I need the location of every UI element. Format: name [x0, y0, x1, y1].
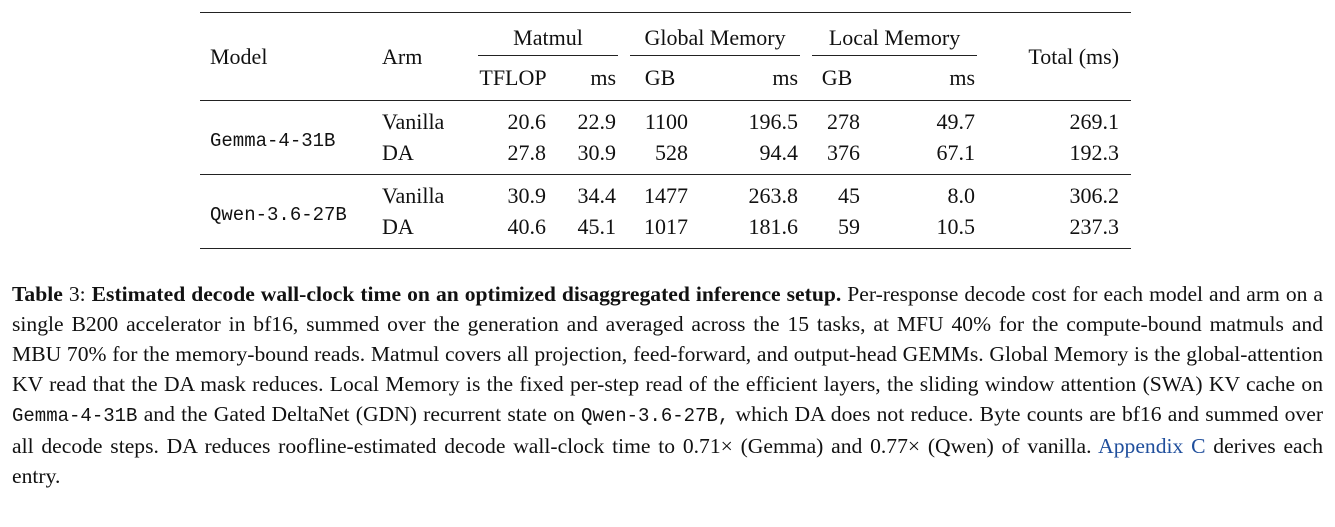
arm: DA — [382, 139, 414, 165]
cell-value: 27.8 — [507, 139, 547, 165]
model-name: Qwen-3.6-27B — [210, 203, 347, 226]
cell-value: 306.2 — [1069, 183, 1120, 209]
cell-value: 30.9 — [577, 139, 617, 165]
cell-value: 263.8 — [748, 183, 799, 209]
cell-value: 94.4 — [759, 139, 799, 165]
model-name: Qwen-3.6-27B, — [581, 405, 730, 427]
cell-value: 1477 — [644, 183, 689, 209]
cell-value: 20.6 — [507, 109, 547, 135]
caption-number: 3: — [68, 282, 86, 306]
group-header: Global Memory — [630, 25, 801, 56]
caption-title: Estimated decode wall-clock time on an o… — [91, 282, 842, 306]
group-header: Matmul — [478, 25, 619, 56]
cell-value: 278 — [827, 109, 861, 135]
cell-value: 22.9 — [577, 109, 617, 135]
table-row: Gemma-4-31B Vanilla 20.6 22.9 1100 196.5 278 49… — [200, 101, 1131, 151]
cell-value: 30.9 — [507, 183, 547, 209]
table-row: DA 40.6 45.1 1017 181.6 59 10.5 237.3 — [200, 212, 1131, 249]
sub-header: ms — [590, 65, 617, 90]
cell-value: 237.3 — [1069, 213, 1120, 239]
cell-value: 196.5 — [748, 109, 799, 135]
caption-text: which DA does not reduce. Byte counts ar… — [12, 402, 1324, 458]
group-header-cell: Matmul — [472, 13, 624, 56]
cell-value: 1100 — [644, 109, 689, 135]
cell-value: 59 — [838, 213, 861, 239]
cell-value: 49.7 — [936, 109, 976, 135]
cell-value: 269.1 — [1069, 109, 1120, 135]
arm: DA — [382, 213, 414, 239]
column-header: Model — [210, 43, 268, 69]
sub-header: GB — [821, 65, 853, 90]
column-header: Arm — [382, 43, 423, 69]
results-table: Model Arm Matmul Global Memory Local Memory T… — [200, 12, 1132, 249]
cell-value: 45.1 — [577, 213, 617, 239]
sub-header: GB — [644, 65, 676, 90]
sub-header: ms — [772, 65, 799, 90]
cell-value: 67.1 — [936, 139, 976, 165]
caption-text: Per-response decode cost for each model … — [12, 282, 1324, 396]
cell-value: 8.0 — [947, 183, 976, 209]
cell-value: 34.4 — [577, 183, 617, 209]
cell-value: 45 — [838, 183, 861, 209]
sub-header: TFLOP — [479, 65, 547, 90]
group-header-cell: Global Memory — [624, 13, 806, 56]
cell-value: 181.6 — [748, 213, 799, 239]
caption: Table 3: Estimated decode wall-clock tim… — [12, 279, 1323, 491]
column-header: Total (ms) — [1028, 43, 1120, 69]
sub-header: ms — [949, 65, 976, 90]
appendix-link[interactable]: Appendix C — [1098, 434, 1206, 458]
table-row: Qwen-3.6-27B Vanilla 30.9 34.4 1477 263.8 45 8.… — [200, 175, 1131, 225]
cell-value: 376 — [827, 139, 861, 165]
caption-text: derives each entry. — [12, 434, 1323, 488]
arm: Vanilla — [382, 183, 445, 209]
header-row: Model Arm Matmul Global Memory Local Memory T… — [200, 13, 1131, 69]
cell-value: 1017 — [644, 213, 689, 239]
group-header-cell: Local Memory — [806, 13, 983, 56]
header-row: TFLOP ms GB ms GB ms — [200, 56, 1132, 101]
cell-value: 528 — [655, 139, 689, 165]
cell-value: 192.3 — [1069, 139, 1120, 165]
table-row: DA 27.8 30.9 528 94.4 376 67.1 192.3 — [200, 138, 1132, 175]
caption-label: Table — [12, 282, 63, 306]
model-name: Gemma-4-31B — [210, 129, 336, 152]
caption-text: and the Gated DeltaNet (GDN) recurrent s… — [143, 402, 575, 426]
model-name: Gemma-4-31B — [12, 405, 138, 427]
arm: Vanilla — [382, 109, 445, 135]
cell-value: 40.6 — [507, 213, 547, 239]
cell-value: 10.5 — [936, 213, 976, 239]
group-header: Local Memory — [812, 25, 978, 56]
